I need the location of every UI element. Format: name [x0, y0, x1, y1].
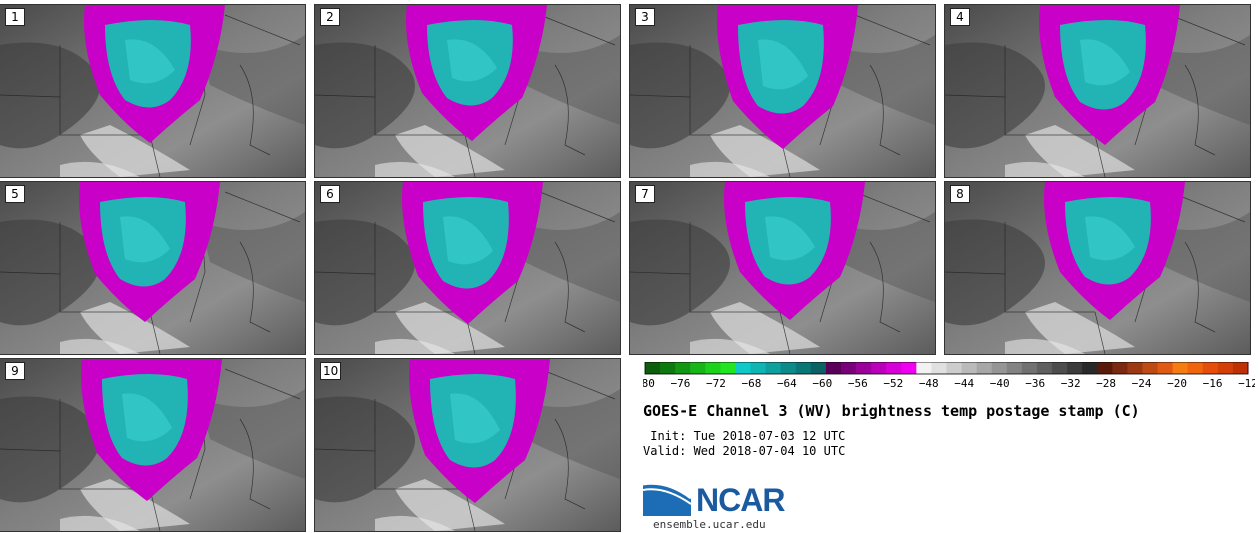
- colorbar-swatch: [946, 362, 963, 374]
- colorbar-tick-label: −20: [1167, 377, 1187, 390]
- wv-map: [315, 359, 620, 531]
- colorbar-swatch: [1021, 362, 1038, 374]
- postage-stamp-panel: 5: [0, 181, 306, 355]
- colorbar-swatch: [1217, 362, 1234, 374]
- colorbar-swatch: [690, 362, 706, 374]
- colorbar-swatch: [916, 362, 932, 374]
- colorbar-tick-label: −12: [1238, 377, 1255, 390]
- colorbar-swatch: [1142, 362, 1159, 374]
- colorbar: −80 −76 −72 −68 −64 −60 −56 −52 −48 −44 −40 −36 −32 −…: [643, 362, 1255, 390]
- colorbar-tick-label: −56: [848, 377, 868, 390]
- colorbar-swatch: [660, 362, 676, 374]
- colorbar-tick-label: −16: [1203, 377, 1223, 390]
- colorbar-swatch: [901, 362, 917, 374]
- wv-map: [0, 5, 305, 177]
- panel-number: 7: [635, 185, 655, 203]
- postage-stamp-panel: 8: [944, 181, 1251, 355]
- colorbar-swatch: [1052, 362, 1068, 374]
- colorbar-swatch: [1097, 362, 1113, 374]
- colorbar-swatch: [1202, 362, 1219, 374]
- colorbar-tick-label: −60: [812, 377, 832, 390]
- colorbar-swatch: [840, 362, 857, 374]
- colorbar-swatch: [825, 362, 842, 374]
- colorbar-swatch: [705, 362, 721, 374]
- colorbar-tick-label: −52: [883, 377, 903, 390]
- postage-stamp-panel: 1: [0, 4, 306, 178]
- postage-stamp-panel: 6: [314, 181, 621, 355]
- ncar-logo-icon: [642, 481, 692, 516]
- wv-map: [630, 182, 935, 354]
- colorbar-swatch: [961, 362, 978, 374]
- panel-number: 1: [5, 8, 25, 26]
- colorbar-swatch: [886, 362, 902, 374]
- colorbar-swatch: [735, 362, 752, 374]
- figure-title: GOES-E Channel 3 (WV) brightness temp po…: [643, 402, 1140, 420]
- panel-number: 10: [320, 362, 342, 380]
- colorbar-tick-label: −44: [954, 377, 974, 390]
- wv-map: [315, 182, 620, 354]
- colorbar-swatch: [750, 362, 767, 374]
- colorbar-tick-label: −32: [1061, 377, 1081, 390]
- panel-number: 8: [950, 185, 970, 203]
- wv-map: [315, 5, 620, 177]
- logo-url: ensemble.ucar.edu: [653, 518, 766, 531]
- colorbar-swatch: [1172, 362, 1189, 374]
- postage-stamp-panel: 3: [629, 4, 936, 178]
- colorbar-swatch: [931, 362, 947, 374]
- colorbar-swatch: [1006, 362, 1023, 374]
- wv-map: [945, 5, 1250, 177]
- colorbar-swatch: [991, 362, 1008, 374]
- ncar-logo: NCAR ensemble.ucar.edu: [642, 476, 793, 532]
- colorbar-tick-label: −80: [643, 377, 655, 390]
- panel-number: 2: [320, 8, 340, 26]
- colorbar-swatch: [765, 362, 782, 374]
- colorbar-swatch: [1127, 362, 1143, 374]
- colorbar-tick-label: −40: [990, 377, 1010, 390]
- postage-stamp-panel: 7: [629, 181, 936, 355]
- colorbar-tick-label: −36: [1025, 377, 1045, 390]
- panel-number: 6: [320, 185, 340, 203]
- postage-stamp-panel: 9: [0, 358, 306, 532]
- wv-map: [0, 182, 305, 354]
- wv-map: [0, 359, 305, 531]
- colorbar-swatch: [1112, 362, 1128, 374]
- colorbar-swatch: [856, 362, 872, 374]
- colorbar-swatch: [1067, 362, 1083, 374]
- valid-time: Valid: Wed 2018-07-04 10 UTC: [643, 444, 846, 458]
- colorbar-swatch: [976, 362, 993, 374]
- colorbar-border: [644, 362, 1249, 375]
- panel-number: 9: [5, 362, 25, 380]
- logo-name: NCAR: [696, 482, 785, 518]
- wv-map: [630, 5, 935, 177]
- panel-number: 3: [635, 8, 655, 26]
- colorbar-swatch: [1232, 362, 1249, 374]
- colorbar-swatch: [675, 362, 691, 374]
- colorbar-swatch: [871, 362, 887, 374]
- colorbar-tick-label: −24: [1132, 377, 1152, 390]
- colorbar-tick-label: −72: [706, 377, 726, 390]
- postage-stamp-panel: 2: [314, 4, 621, 178]
- colorbar-swatch: [720, 362, 736, 374]
- colorbar-tick-label: −48: [919, 377, 939, 390]
- colorbar-swatch: [795, 362, 812, 374]
- colorbar-swatch: [1187, 362, 1204, 374]
- colorbar-tick-label: −28: [1096, 377, 1116, 390]
- panel-number: 5: [5, 185, 25, 203]
- colorbar-tick-label: −76: [671, 377, 691, 390]
- colorbar-swatch: [1036, 362, 1053, 374]
- postage-stamp-panel: 4: [944, 4, 1251, 178]
- panel-number: 4: [950, 8, 970, 26]
- colorbar-swatch: [810, 362, 827, 374]
- colorbar-swatch: [780, 362, 797, 374]
- colorbar-tick-label: −64: [777, 377, 797, 390]
- init-time: Init: Tue 2018-07-03 12 UTC: [643, 429, 846, 443]
- postage-stamp-panel: 10: [314, 358, 621, 532]
- colorbar-swatch: [1157, 362, 1174, 374]
- colorbar-swatch: [1082, 362, 1098, 374]
- colorbar-tick-label: −68: [741, 377, 761, 390]
- wv-map: [945, 182, 1250, 354]
- colorbar-swatch: [645, 362, 661, 374]
